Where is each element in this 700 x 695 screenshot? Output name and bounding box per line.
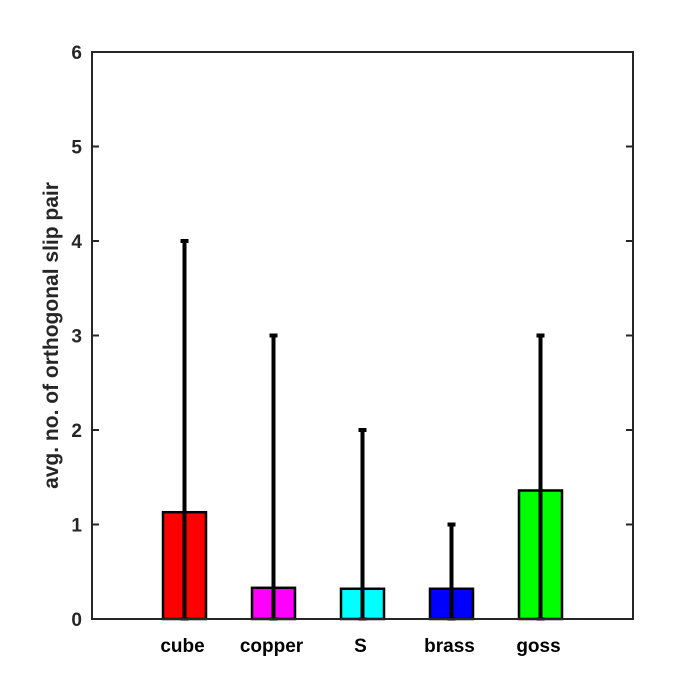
y-tick-label-6: 6 xyxy=(71,43,82,64)
y-tick-label-5: 5 xyxy=(71,138,82,159)
y-axis-ticks: 0 1 2 3 4 5 6 xyxy=(71,43,633,631)
x-tick-label-brass: brass xyxy=(424,636,475,657)
y-axis-label: avg. no. of orthogonal slip pair xyxy=(40,182,63,489)
y-tick-label-2: 2 xyxy=(71,421,82,442)
y-tick-label-4: 4 xyxy=(71,232,82,253)
x-tick-label-S: S xyxy=(354,636,367,657)
y-tick-label-3: 3 xyxy=(71,327,82,348)
y-tick-label-1: 1 xyxy=(71,516,82,537)
x-tick-label-goss: goss xyxy=(516,636,560,657)
x-tick-label-cube: cube xyxy=(160,636,204,657)
error-bars-group xyxy=(180,239,545,621)
y-tick-label-0: 0 xyxy=(71,610,82,631)
x-tick-label-copper: copper xyxy=(240,636,304,657)
